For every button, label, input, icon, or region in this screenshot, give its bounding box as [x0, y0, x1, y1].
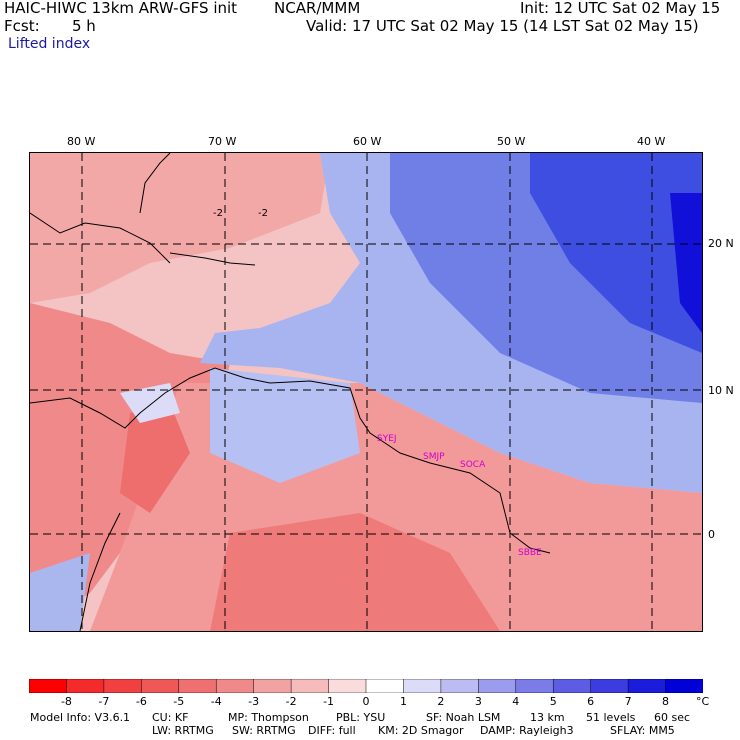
colorbar-level-label: -4: [210, 695, 222, 708]
lon-label-60w: 60 W: [353, 135, 382, 148]
colorbar-swatch: [66, 679, 105, 693]
colorbar-level-label: 1: [399, 695, 407, 708]
footer-levels: 51 levels: [586, 711, 636, 724]
colorbar-swatch: [253, 679, 292, 693]
colorbar-swatch: [365, 679, 405, 693]
map-svg: -2 -2 SYEJ SMJP SOCA SBBE: [30, 153, 702, 631]
footer-damp: DAMP: Rayleigh3: [480, 724, 574, 737]
colorbar-level-label: -6: [135, 695, 147, 708]
colorbar-level-label: -7: [98, 695, 110, 708]
colorbar-swatch: [290, 679, 330, 693]
colorbar-swatch: [590, 679, 629, 693]
lon-label-40w: 40 W: [637, 135, 666, 148]
colorbar-swatch: [665, 679, 703, 693]
colorbar-swatch: [141, 679, 180, 693]
lat-label-20n: 20 N: [708, 237, 734, 250]
station-sbbe: SBBE: [518, 548, 542, 558]
bahamas-coast: [139, 153, 171, 214]
colorbar-swatch: [328, 679, 367, 693]
basin-field: [210, 513, 500, 631]
footer-sflay: SFLAY: MM5: [610, 724, 675, 737]
colorbar-level-label: 3: [474, 695, 482, 708]
footer-model-info: Model Info: V3.6.1: [30, 711, 131, 724]
caribbean-sea-field: [210, 368, 360, 483]
colorbar-level-label: -5: [173, 695, 185, 708]
colorbar-level-label: 5: [549, 695, 557, 708]
colorbar-swatch: [103, 679, 143, 693]
lat-label-10n: 10 N: [708, 384, 734, 397]
colorbar-swatch: [29, 679, 68, 693]
footer-mp: MP: Thompson: [228, 711, 309, 724]
colorbar-level-label: 0: [362, 695, 370, 708]
colorbar-swatch: [440, 679, 480, 693]
south-america-north-coast: [30, 367, 551, 554]
colorbar-swatch: [478, 679, 517, 693]
colorbar-level-label: 2: [437, 695, 445, 708]
colorbar-level-label: -1: [323, 695, 335, 708]
graticule: [30, 153, 702, 631]
footer-diff: DIFF: full: [308, 724, 356, 737]
station-labels: SYEJ SMJP SOCA SBBE: [377, 434, 542, 558]
colorbar-level-label: -3: [248, 695, 260, 708]
footer-resolution: 13 km: [530, 711, 565, 724]
lat-label-eq: 0: [708, 528, 715, 541]
colorbar-level-label: -8: [60, 695, 72, 708]
cuba-coast: [30, 212, 171, 264]
colorbar-level-label: 4: [512, 695, 520, 708]
colorbar-swatch: [515, 679, 554, 693]
caribbean-north-field: [30, 153, 330, 303]
footer-cu: CU: KF: [152, 711, 189, 724]
footer-sw: SW: RRTMG: [232, 724, 296, 737]
andes-field: [120, 403, 190, 513]
colorbar-swatch: [627, 679, 667, 693]
colorbar-level-label: -2: [285, 695, 297, 708]
footer-lw: LW: RRTMG: [152, 724, 214, 737]
colorbar-unit: °C: [696, 695, 710, 708]
pacific-field: [30, 553, 90, 631]
colorbar-level-label: 6: [587, 695, 595, 708]
field-name: Lifted index: [8, 36, 91, 52]
lon-label-80w: 80 W: [67, 135, 96, 148]
org-label: NCAR/MMM: [274, 0, 361, 17]
footer-pbl: PBL: YSU: [336, 711, 386, 724]
model-title: HAIC-HIWC 13km ARW-GFS init: [4, 0, 238, 17]
colorbar-level-label: 8: [662, 695, 670, 708]
hispaniola-coast: [169, 252, 256, 266]
atlantic-max-field: [530, 153, 702, 353]
footer-km: KM: 2D Smagor: [378, 724, 464, 737]
coastlines: [30, 153, 551, 631]
lifted-index-map: -2 -2 SYEJ SMJP SOCA SBBE: [29, 152, 703, 632]
footer-timestep: 60 sec: [654, 711, 691, 724]
station-soca: SOCA: [460, 460, 486, 470]
station-syej: SYEJ: [377, 434, 397, 444]
colorbar-swatch: [178, 679, 217, 693]
valid-time: Valid: 17 UTC Sat 02 May 15 (14 LST Sat …: [306, 17, 699, 35]
fcst-label: Fcst:: [4, 17, 40, 35]
colorbar-swatch: [215, 679, 255, 693]
atlantic-peak-field: [670, 193, 702, 333]
colorbar-swatch: [403, 679, 442, 693]
lon-label-50w: 50 W: [497, 135, 526, 148]
colorbar: [29, 679, 703, 693]
contour-label: -2: [213, 208, 223, 219]
colorbar-level-label: 7: [624, 695, 632, 708]
init-time: Init: 12 UTC Sat 02 May 15: [520, 0, 721, 17]
station-smjp: SMJP: [423, 452, 445, 462]
colorbar-swatch: [552, 679, 592, 693]
pacific-coast: [79, 512, 121, 631]
contour-label: -2: [258, 208, 268, 219]
lon-label-70w: 70 W: [208, 135, 237, 148]
footer-sf: SF: Noah LSM: [426, 711, 501, 724]
fcst-value: 5 h: [72, 17, 96, 35]
